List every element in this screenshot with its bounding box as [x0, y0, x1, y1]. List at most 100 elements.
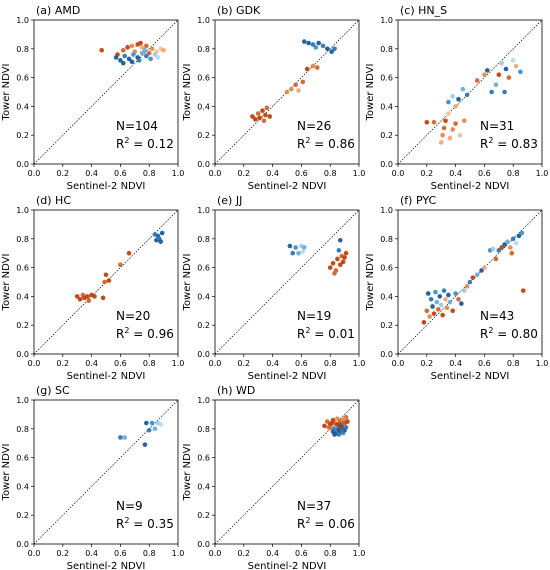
data-point: [122, 435, 128, 440]
data-point: [519, 230, 525, 236]
x-tick-label: 1.0: [353, 359, 366, 368]
x-tick-label: 0.8: [143, 549, 156, 558]
data-point: [335, 416, 340, 422]
data-point: [144, 53, 149, 59]
data-point: [296, 250, 301, 256]
panel-title: (h) WD: [217, 384, 255, 397]
x-tick-label: 0.8: [507, 359, 520, 368]
data-point: [250, 114, 255, 119]
one-to-one-line: [214, 399, 360, 545]
data-point: [336, 432, 342, 437]
x-tick-label: 0.4: [266, 549, 279, 558]
sample-count-label: N=104: [116, 119, 158, 133]
y-tick-label: 0.6: [16, 264, 29, 273]
y-tick-label: 0.2: [380, 321, 393, 330]
y-tick-label: 1.0: [197, 16, 210, 25]
x-tick-label: 0.2: [420, 359, 433, 368]
data-point: [450, 127, 456, 132]
x-axis-label: Sentinel-2 NDVI: [248, 561, 327, 570]
one-to-one-line: [33, 209, 179, 355]
data-point: [159, 230, 165, 236]
data-point: [450, 94, 456, 99]
x-tick-label: 0.0: [28, 359, 41, 368]
scatter-panel: (a) AMD 0.00.0 0.2 0.2 0.4 0.4 0.6 0.6 0.8 0.8 1.0…: [1, 4, 184, 192]
one-to-one-line: [397, 19, 543, 165]
y-tick-label: 1.0: [16, 16, 29, 25]
data-point: [437, 294, 443, 299]
data-point: [431, 311, 437, 316]
r-squared-label: R2 = 0.12: [116, 136, 174, 151]
data-point: [345, 419, 350, 424]
data-point: [443, 118, 448, 124]
y-tick-label: 0.4: [380, 292, 393, 301]
x-tick-label: 0.4: [449, 169, 462, 178]
x-tick-label: 0.8: [143, 169, 156, 178]
data-point: [479, 268, 484, 273]
data-point: [152, 232, 158, 237]
y-tick-label: 0.2: [197, 321, 210, 330]
y-tick-label: 0.2: [380, 131, 393, 140]
data-point: [502, 242, 507, 247]
data-point: [306, 40, 311, 46]
data-point: [441, 288, 447, 293]
y-tick-label: 1.0: [16, 206, 29, 215]
one-to-one-line: [33, 19, 179, 165]
data-point: [493, 256, 499, 262]
sample-count-label: N=26: [297, 119, 331, 133]
data-point: [142, 47, 148, 53]
r-squared-symbol: R: [297, 327, 305, 341]
r-squared-label: R2 = 0.96: [116, 326, 174, 341]
data-point: [493, 82, 499, 88]
y-tick-label: 0.0: [197, 540, 210, 549]
data-point: [301, 245, 307, 250]
data-point: [456, 296, 461, 302]
x-tick-label: 1.0: [353, 169, 366, 178]
r-squared-label: R2 = 0.35: [116, 516, 174, 531]
data-point: [129, 43, 135, 49]
data-point: [304, 66, 310, 72]
data-point: [440, 132, 445, 138]
data-point: [510, 58, 516, 63]
data-point: [131, 52, 136, 57]
data-point: [118, 58, 123, 63]
y-axis-label: Tower NDVI: [182, 64, 193, 122]
x-tick-label: 0.4: [85, 359, 98, 368]
data-point: [343, 250, 349, 256]
data-point: [490, 246, 496, 252]
r-squared-symbol: R: [116, 327, 124, 341]
x-tick-label: 0.6: [114, 549, 127, 558]
y-tick-label: 0.0: [16, 350, 29, 359]
data-point: [332, 432, 337, 437]
x-axis-label: Sentinel-2 NDVI: [67, 371, 146, 382]
one-to-one-line: [397, 209, 543, 355]
data-point: [425, 291, 431, 296]
data-point: [148, 56, 153, 62]
r-squared-exponent: 2: [305, 326, 310, 335]
data-point: [287, 243, 293, 249]
x-tick-label: 0.0: [209, 169, 222, 178]
data-point: [327, 265, 333, 270]
r-squared-value: = 0.86: [310, 137, 354, 151]
r-squared-label: R2 = 0.01: [297, 326, 355, 341]
data-point: [506, 75, 512, 80]
data-point: [461, 288, 467, 293]
data-point: [253, 117, 258, 122]
sample-count-label: N=43: [480, 309, 514, 323]
data-point: [337, 237, 343, 243]
data-point: [330, 260, 336, 266]
x-tick-label: 0.6: [295, 359, 308, 368]
data-point: [510, 236, 516, 242]
data-point: [508, 245, 513, 250]
data-point: [499, 60, 504, 66]
r-squared-symbol: R: [480, 137, 488, 151]
data-point: [342, 416, 347, 422]
data-point: [158, 239, 164, 244]
data-point: [84, 294, 90, 299]
data-point: [263, 112, 268, 118]
r-squared-label: R2 = 0.80: [480, 326, 538, 341]
r-squared-label: R2 = 0.83: [480, 136, 538, 151]
plot-frame: [33, 399, 179, 545]
data-point: [144, 420, 149, 426]
r-squared-exponent: 2: [305, 516, 310, 525]
